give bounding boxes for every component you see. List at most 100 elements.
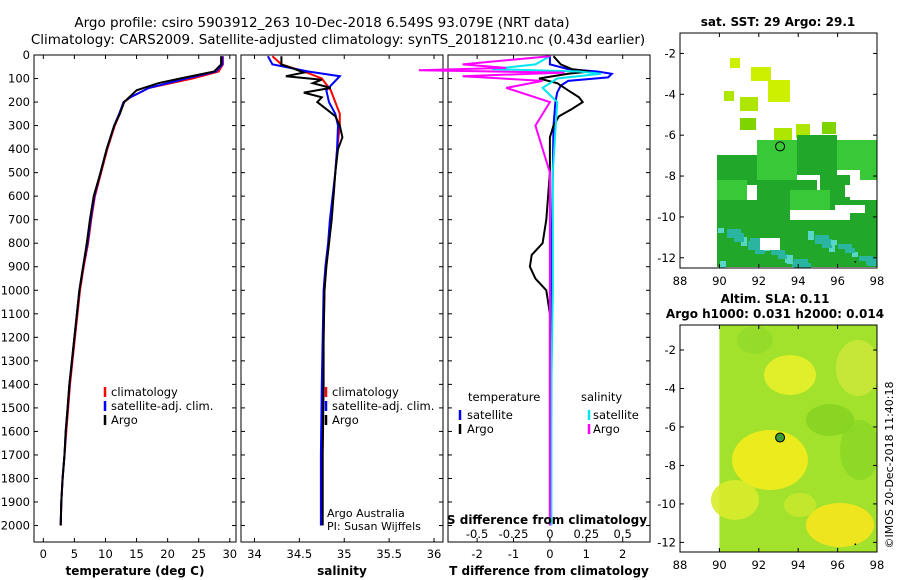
map-panel-sst_map: 88 90 92 94 96 98 -2 -4 -6 -8 -10 -12 sat. SST: 29 A… (657, 15, 884, 288)
y-tick-label: -8 (665, 169, 676, 183)
x-tick-label: 90 (712, 274, 727, 288)
argo-position-marker (775, 141, 786, 152)
y-tick-label: -8 (665, 458, 676, 472)
panel-frame (447, 54, 651, 543)
sst-patch (748, 241, 762, 250)
y-tick-label: 1900 (1, 495, 30, 509)
sla-blob (737, 326, 773, 354)
secondary-tick-label: 0.25 (574, 527, 600, 541)
series-line-argo (280, 56, 344, 526)
sst-patch (852, 252, 858, 257)
x-tick-label: 96 (830, 558, 845, 572)
sst-patch (724, 91, 734, 101)
annotation-text: Argo Australia (327, 507, 405, 520)
y-tick-label: 1300 (1, 354, 30, 368)
sla-map-subtitle: Argo h1000: 0.031 h2000: 0.014 (666, 307, 884, 321)
sst-patch (771, 250, 785, 255)
sla-map-title: Altim. SLA: 0.11 (721, 292, 830, 306)
y-tick-label: 1000 (1, 283, 30, 297)
legend-label: satellite-adj. clim. (111, 399, 213, 413)
x-tick-label: -1 (508, 547, 519, 561)
series-line-argo (59, 56, 223, 526)
x-tick-label: 25 (191, 547, 206, 561)
x-tick-label: 94 (791, 274, 806, 288)
y-tick-label: -4 (665, 87, 676, 101)
legend-title: temperature (468, 390, 540, 404)
profile-panel-temperature: 0100200300400500600700800900100011001200… (1, 48, 237, 578)
y-tick-label: 0 (23, 48, 30, 62)
map-frame (679, 32, 878, 269)
map-field (717, 58, 877, 268)
x-tick-label: 0 (546, 547, 553, 561)
y-tick-label: 300 (8, 119, 30, 133)
y-tick-label: -6 (665, 420, 676, 434)
sst-patch (757, 140, 797, 180)
y-tick-label: 2000 (1, 519, 30, 533)
sst-patch (790, 190, 830, 210)
y-tick-label: -2 (665, 46, 676, 60)
sst-patch (760, 200, 790, 210)
y-tick-label: 1800 (1, 471, 30, 485)
x-tick-label: 5 (71, 547, 78, 561)
sla-blob (732, 430, 808, 490)
profile-panel-salinity: 34 34.5 35 35.5 36 salinity climatologysatelli… (240, 54, 444, 578)
y-tick-label: 900 (8, 260, 30, 274)
legend-label: satellite-adj. clim. (332, 399, 434, 413)
sst-patch (730, 58, 740, 68)
y-tick-label: -10 (657, 497, 676, 511)
x-tick-label: 1 (583, 547, 590, 561)
y-tick-label: 200 (8, 95, 30, 109)
x-axis-label: salinity (317, 564, 367, 578)
sla-blob (784, 493, 816, 517)
annotation-text: PI: Susan Wijffels (327, 520, 421, 533)
x-tick-label: 35.5 (376, 547, 402, 561)
y-tick-label: 700 (8, 213, 30, 227)
series-line-climatology (271, 55, 341, 526)
sst-patch (778, 254, 788, 259)
sst-patch (797, 135, 837, 175)
x-tick-label: 30 (222, 547, 237, 561)
secondary-tick-label: 0.5 (614, 527, 632, 541)
sst-patch (815, 235, 829, 244)
sst-patch (860, 150, 877, 180)
sst-patch (831, 240, 837, 245)
x-tick-label: 94 (791, 558, 806, 572)
figure-title-line1: Argo profile: csiro 5903912_263 10-Dec-2… (74, 15, 569, 31)
map-panel-sla_map: 88 90 92 94 96 98 -2 -4 -6 -8 -10 -12 Altim. SLA: 0.… (657, 292, 884, 572)
y-tick-label: 500 (8, 166, 30, 180)
x-tick-label: 92 (751, 274, 766, 288)
legend-label: satellite (593, 408, 639, 422)
sst-patch (740, 118, 756, 130)
argo-position-marker (775, 432, 786, 443)
sst-patch (717, 180, 747, 200)
y-tick-label: -4 (665, 381, 676, 395)
sst-patch (845, 248, 855, 253)
x-tick-label: 88 (673, 558, 688, 572)
sla-blob (711, 480, 759, 520)
sst-patch (750, 238, 764, 243)
sst-patch (796, 124, 810, 138)
sst-patch (808, 231, 814, 240)
sst-patch (868, 257, 877, 266)
x-tick-label: 98 (870, 558, 885, 572)
map-field (711, 325, 877, 552)
secondary-tick-label: -0.25 (499, 527, 529, 541)
sst-patch (751, 67, 771, 81)
legend-label: Argo (467, 422, 494, 436)
y-tick-label: 1700 (1, 448, 30, 462)
x-tick-label: 36 (427, 547, 442, 561)
sst-patch (720, 261, 726, 268)
legend-label: Argo (593, 422, 620, 436)
x-tick-label: 35 (337, 547, 352, 561)
series-line-climatology (59, 56, 224, 526)
x-tick-label: 90 (712, 558, 727, 572)
series-line-satellite-adj-clim- (59, 56, 224, 526)
sst-patch (727, 229, 741, 238)
legend-label: satellite (467, 408, 513, 422)
y-tick-label: 400 (8, 142, 30, 156)
sst-patch (768, 80, 790, 102)
sst-patch (740, 97, 758, 111)
sst-gap (845, 185, 875, 197)
series-line-temperature-satellite (548, 56, 614, 526)
